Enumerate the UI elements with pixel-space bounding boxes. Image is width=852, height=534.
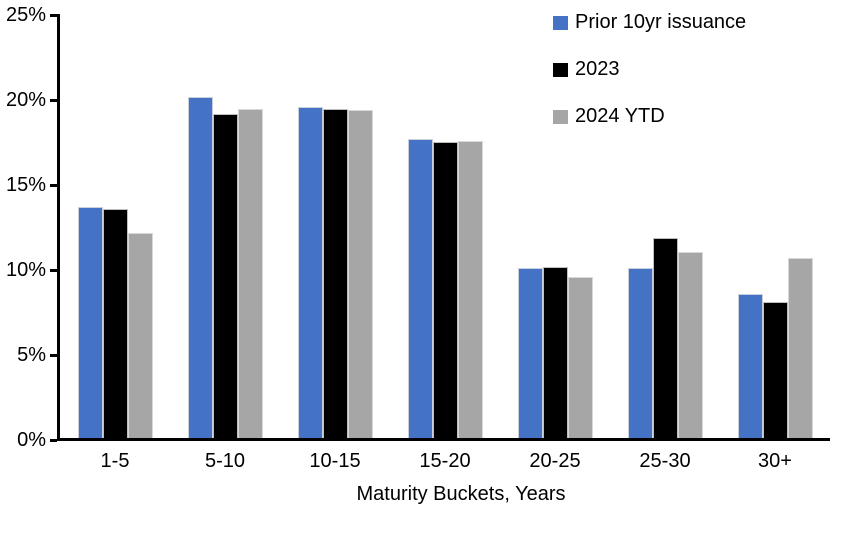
legend-item-prior-10yr-issuance: Prior 10yr issuance bbox=[553, 10, 746, 35]
legend-label: 2024 YTD bbox=[575, 105, 665, 127]
x-axis-tick-label: 25-30 bbox=[639, 450, 691, 472]
bar-2024-ytd-5-10 bbox=[237, 108, 263, 440]
y-axis-tick-mark bbox=[50, 98, 57, 102]
y-axis-tick-label: 5% bbox=[17, 344, 46, 366]
x-axis-tick-label: 1-5 bbox=[100, 450, 130, 472]
legend-label: Prior 10yr issuance bbox=[575, 11, 747, 33]
legend-item-2023: 2023 bbox=[553, 57, 620, 82]
bar-2024-ytd-15-20 bbox=[457, 140, 483, 440]
y-axis-tick-mark bbox=[50, 353, 57, 357]
y-axis-tick-mark bbox=[50, 13, 57, 17]
bar-2023-5-10 bbox=[212, 113, 238, 440]
bar-prior-10yr-issuance-10-15 bbox=[297, 106, 323, 440]
y-axis-line bbox=[57, 14, 60, 441]
y-axis-tick-label: 25% bbox=[5, 4, 46, 26]
bar-2024-ytd-30plus bbox=[787, 258, 813, 440]
x-axis-tick-label: 20-25 bbox=[529, 450, 581, 472]
bar-2023-20-25 bbox=[542, 266, 568, 440]
legend-item-2024-ytd: 2024 YTD bbox=[553, 104, 665, 129]
bar-2023-25-30 bbox=[652, 237, 678, 440]
y-axis-tick-label: 10% bbox=[5, 259, 46, 281]
bar-prior-10yr-issuance-1-5 bbox=[77, 207, 103, 440]
legend-swatch-prior-10yr-issuance bbox=[553, 15, 568, 30]
y-axis-tick-label: 0% bbox=[17, 429, 46, 451]
y-axis-tick-mark bbox=[50, 438, 57, 442]
y-axis-tick-label: 15% bbox=[5, 174, 46, 196]
y-axis-tick-mark bbox=[50, 183, 57, 187]
x-axis-tick-label: 30+ bbox=[758, 450, 792, 472]
legend-swatch-2023 bbox=[553, 62, 568, 77]
bar-prior-10yr-issuance-20-25 bbox=[517, 268, 543, 440]
x-axis-line bbox=[57, 438, 830, 441]
legend-label: 2023 bbox=[575, 58, 620, 80]
bar-prior-10yr-issuance-5-10 bbox=[187, 96, 213, 440]
bar-2023-15-20 bbox=[432, 141, 458, 440]
bar-2024-ytd-10-15 bbox=[347, 110, 373, 440]
bar-2023-1-5 bbox=[102, 208, 128, 440]
bar-2024-ytd-20-25 bbox=[567, 276, 593, 440]
legend-swatch-2024-ytd bbox=[553, 109, 568, 124]
x-axis-tick-label: 10-15 bbox=[309, 450, 361, 472]
bar-2023-30plus bbox=[762, 302, 788, 440]
y-axis-tick-mark bbox=[50, 268, 57, 272]
bar-prior-10yr-issuance-25-30 bbox=[627, 268, 653, 440]
x-axis-tick-label: 15-20 bbox=[419, 450, 471, 472]
x-axis-tick-label: 5-10 bbox=[204, 450, 246, 472]
bar-2023-10-15 bbox=[322, 109, 348, 440]
bar-prior-10yr-issuance-30plus bbox=[737, 293, 763, 440]
y-axis-tick-label: 20% bbox=[5, 89, 46, 111]
bar-2024-ytd-1-5 bbox=[127, 232, 153, 440]
x-axis-title: Maturity Buckets, Years bbox=[356, 483, 566, 505]
bar-2024-ytd-25-30 bbox=[677, 252, 703, 440]
bar-prior-10yr-issuance-15-20 bbox=[407, 139, 433, 440]
